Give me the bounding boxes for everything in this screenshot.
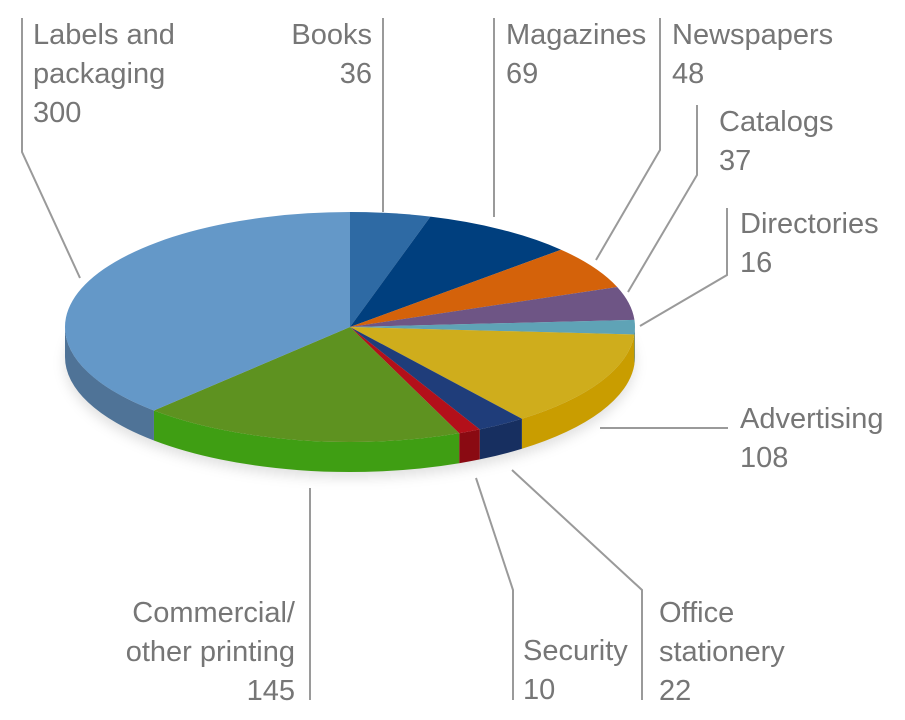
pie-slice-magazines bbox=[350, 216, 562, 327]
pie-side-commercial-other-printing bbox=[153, 410, 460, 472]
pie-slice-books bbox=[350, 212, 431, 327]
leader-line-security bbox=[475, 477, 514, 700]
data-label-books: Books 36 bbox=[291, 19, 372, 90]
leader-line-labels-and-packaging bbox=[21, 18, 81, 279]
data-label-office-stationery: Office stationery 22 bbox=[659, 597, 785, 707]
data-label-advertising: Advertising 108 bbox=[740, 403, 883, 474]
data-label-catalogs: Catalogs 37 bbox=[719, 106, 833, 177]
data-label-directories: Directories 16 bbox=[740, 208, 879, 279]
leader-line-office-stationery bbox=[511, 469, 643, 700]
pie-slice-advertising bbox=[350, 327, 635, 419]
pie-side-directories bbox=[634, 327, 635, 365]
pie-slice-directories bbox=[350, 319, 635, 335]
pie-side-security bbox=[459, 429, 480, 464]
pie-slice-newspapers bbox=[350, 249, 618, 327]
pie-slice-security bbox=[350, 327, 480, 434]
leader-line-newspapers bbox=[595, 18, 661, 261]
pie-slice-labels-and-packaging bbox=[65, 212, 350, 411]
data-label-magazines: Magazines 69 bbox=[506, 19, 646, 90]
leader-line-directories bbox=[639, 208, 728, 327]
pie-slice-commercial-other-printing bbox=[153, 327, 460, 442]
data-label-newspapers: Newspapers 48 bbox=[672, 19, 833, 90]
pie-side-office-stationery bbox=[479, 418, 522, 460]
pie-side-advertising bbox=[521, 334, 635, 449]
pie-side-labels-and-packaging bbox=[65, 327, 154, 441]
data-label-security: Security 10 bbox=[523, 635, 628, 706]
pie-slice-catalogs bbox=[350, 286, 635, 327]
data-label-commercial-other-printing: Commercial/other printing 145 bbox=[126, 597, 296, 707]
leader-line-catalogs bbox=[627, 105, 698, 293]
pie-slice-office-stationery bbox=[350, 327, 522, 430]
data-label-labels-and-packaging: Labels and packaging 300 bbox=[33, 19, 175, 129]
